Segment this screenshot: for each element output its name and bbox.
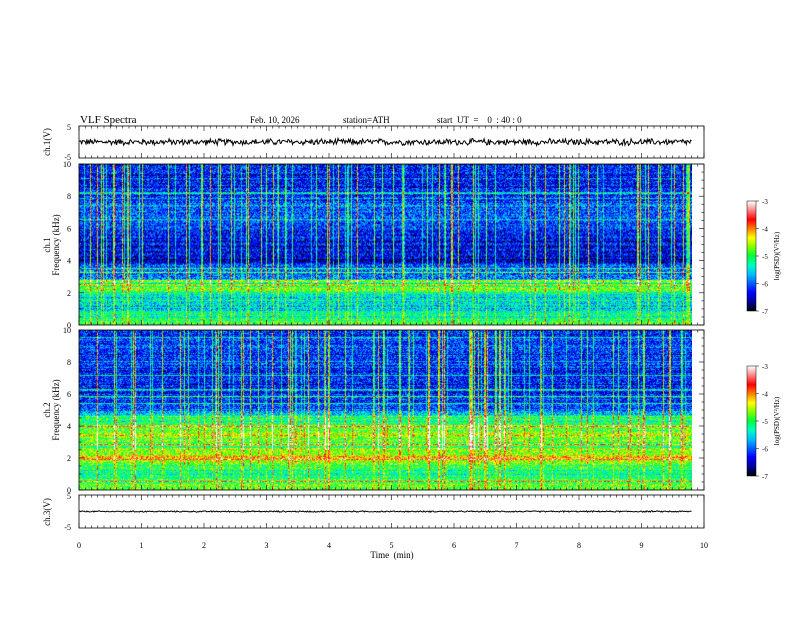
- ch1-colorbar-tick-label: -5: [762, 253, 768, 261]
- ch2-spec-yticks: 0 2 4 6 8 10: [63, 326, 704, 495]
- ch2-colorbar: [747, 366, 756, 476]
- ch2-spec-ytick-label: 10: [63, 326, 71, 335]
- ch1-spec-ytick-label: 8: [67, 192, 71, 201]
- ch1-spec-ytick-label: 0: [67, 321, 71, 330]
- ch1-colorbar-tick-label: -7: [762, 308, 768, 316]
- ch1-spec-ytick-label: 4: [67, 257, 71, 266]
- ch2-spec-ytick-label: 6: [67, 390, 71, 399]
- ch2-colorbar-tick-label: -4: [762, 391, 768, 399]
- start-time-label: start UT = 0 : 40 : 0: [437, 115, 522, 125]
- ch2-colorbar-ticks: -3 -4 -5 -6 -7: [756, 363, 768, 481]
- ch1-spec-ytick-label: 10: [63, 160, 71, 169]
- ch1-spectrogram-image: [79, 164, 692, 325]
- ch2-spec-ylabel-frequency: Frequency (kHz): [51, 379, 61, 440]
- ch3-ytick-bottom: -5: [64, 523, 71, 532]
- time-tick-label: 4: [327, 541, 331, 550]
- time-tick-label: 3: [265, 541, 269, 550]
- ch2-spectrogram-image: [79, 330, 692, 490]
- ch1-colorbar-ticks: -3 -4 -5 -6 -7: [756, 198, 768, 316]
- station-label: station=ATH: [343, 115, 390, 125]
- time-tick-label: 5: [390, 541, 394, 550]
- ch1-waveform-line: [78, 136, 692, 148]
- ch2-colorbar-tick-label: -6: [762, 446, 768, 454]
- date-label: Feb. 10, 2026: [250, 115, 300, 125]
- ch1-spec-ytick-label: 6: [67, 224, 71, 233]
- ch2-colorbar-tick-label: -7: [762, 473, 768, 481]
- ch1-ytick-top: 5: [67, 123, 71, 132]
- time-tick-label: 0: [77, 541, 81, 550]
- x-axis-label: Time (min): [370, 550, 413, 560]
- ch2-spec-ytick-label: 4: [67, 422, 71, 431]
- ch2-spec-ytick-label: 8: [67, 358, 71, 367]
- ch1-ylabel: ch.1(V): [42, 128, 52, 156]
- ch1-ytick-bottom: -5: [64, 153, 71, 162]
- time-tick-label: 2: [202, 541, 206, 550]
- time-tick-label: 10: [700, 541, 708, 550]
- time-tick-label: 7: [515, 541, 519, 550]
- time-tick-label: 1: [140, 541, 144, 550]
- time-tick-label: 6: [452, 541, 456, 550]
- ch1-colorbar-tick-label: -4: [762, 226, 768, 234]
- time-axis-ticks: 0 1 2 3 4 5 6 7 8 9 10: [77, 126, 708, 550]
- ch2-colorbar-tick-label: -3: [762, 363, 768, 371]
- ch2-colorbar-label: log(PSD)(V²/Hz): [773, 396, 781, 445]
- ch2-spec-ylabel-channel: ch.2: [42, 402, 52, 417]
- ch3-ylabel: ch.3(V): [42, 498, 52, 526]
- ch1-spec-ylabel-frequency: Frequency (kHz): [51, 214, 61, 275]
- ch1-spec-ytick-label: 2: [67, 289, 71, 298]
- figure-title: VLF Spectra: [80, 114, 137, 126]
- ch1-colorbar: [747, 201, 756, 311]
- ch1-colorbar-tick-label: -3: [762, 198, 768, 206]
- ch2-spec-ytick-label: 2: [67, 454, 71, 463]
- ch1-colorbar-tick-label: -6: [762, 281, 768, 289]
- time-tick-label: 8: [577, 541, 581, 550]
- time-tick-label: 9: [640, 541, 644, 550]
- ch2-colorbar-tick-label: -5: [762, 418, 768, 426]
- ch1-colorbar-label: log(PSD)(V²/Hz): [773, 231, 781, 280]
- ch1-spec-ylabel-channel: ch.1: [42, 237, 52, 252]
- ch3-waveform-line: [79, 509, 692, 514]
- ch1-spec-yticks: 0 2 4 6 8 10: [63, 160, 704, 330]
- ch3-ytick-top: 5: [67, 492, 71, 501]
- ch2-spec-ytick-label: 0: [67, 486, 71, 495]
